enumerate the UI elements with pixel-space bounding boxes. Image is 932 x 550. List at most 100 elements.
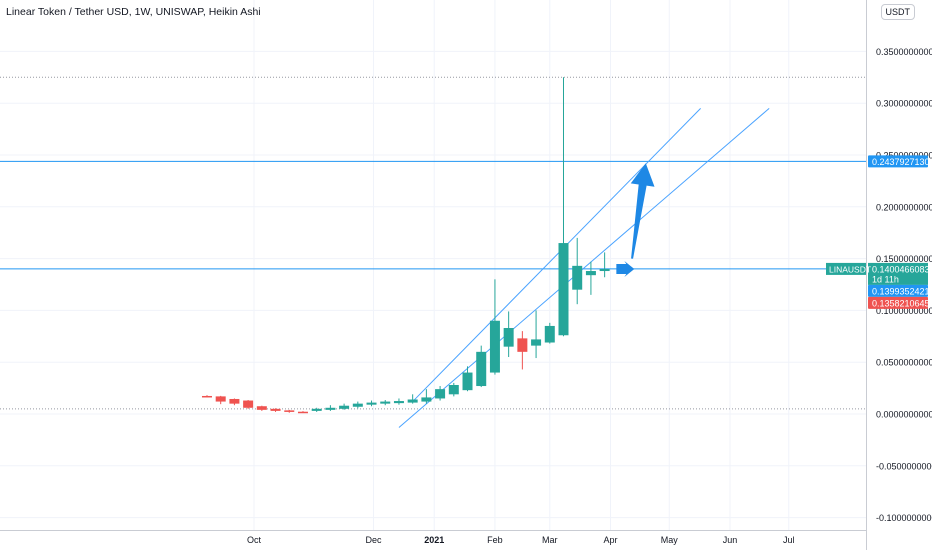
candle-body — [489, 320, 500, 373]
red-price-tag: 0.1358210645 — [868, 296, 930, 309]
price-tick-label: -0.0500000000 — [876, 461, 932, 471]
candle — [229, 398, 240, 406]
candle — [462, 366, 473, 392]
time-tick-label: Jun — [723, 535, 738, 545]
candle — [421, 389, 432, 404]
candle-body — [558, 243, 569, 336]
candle — [517, 331, 528, 370]
time-tick-label: Apr — [604, 535, 618, 545]
candle-body — [325, 407, 336, 410]
candle-body — [215, 396, 226, 402]
candle — [380, 400, 391, 406]
time-tick-label: Feb — [487, 535, 503, 545]
candle — [435, 386, 446, 401]
candle-body — [435, 389, 446, 399]
price-tag-text: 0.1358210645 — [872, 298, 930, 308]
candle — [531, 310, 542, 359]
grid — [0, 0, 866, 530]
price-tag-bg — [868, 296, 928, 309]
candle-body — [462, 372, 473, 391]
candle — [448, 382, 459, 397]
time-axis: Oct Dec 2021 Feb Mar Apr May Jun Jul — [247, 535, 795, 545]
price-tag-text: 0.2437927130 — [872, 157, 930, 167]
candle — [489, 279, 500, 375]
candle — [558, 77, 569, 337]
candle — [476, 345, 487, 388]
candle-body — [229, 398, 240, 404]
time-tick-label: Jul — [783, 535, 795, 545]
candle — [243, 400, 254, 409]
time-tick-label: 2021 — [424, 535, 444, 545]
candle — [256, 405, 267, 411]
candle-body — [531, 339, 542, 346]
price-tag-bg — [868, 262, 928, 285]
candle — [270, 408, 281, 412]
currency-button[interactable]: USDT — [880, 4, 915, 20]
price-tick-label: 0.1000000000 — [876, 306, 932, 316]
candle — [585, 261, 596, 295]
price-tick-label: 0.0000000000 — [876, 410, 932, 420]
time-tick-label: Dec — [365, 535, 382, 545]
candle-body — [339, 405, 350, 409]
candle — [393, 398, 404, 405]
price-tick-label: 0.2000000000 — [876, 202, 932, 212]
candle-body — [297, 411, 308, 414]
time-tick-label: May — [661, 535, 679, 545]
candle — [201, 395, 212, 398]
symbol-tag-text: LINAUSDT — [829, 264, 871, 274]
candle-body — [380, 401, 391, 404]
candle-body — [544, 325, 555, 343]
candle-body — [393, 401, 404, 404]
candle — [325, 405, 336, 411]
channel-upper-line — [412, 108, 701, 402]
candle-body — [572, 265, 583, 290]
candle — [503, 311, 514, 358]
price-tick-label: -0.1000000000 — [876, 513, 932, 523]
candle — [297, 411, 308, 414]
candle-body — [421, 397, 432, 402]
blue-price-tag: 0.1399352421 — [868, 284, 930, 297]
candle — [311, 407, 322, 412]
arrow-right-icon — [616, 260, 635, 277]
candle — [407, 394, 418, 404]
time-tick-label: Mar — [542, 535, 558, 545]
countdown-label: 1d 11h — [872, 274, 899, 284]
candle — [544, 322, 555, 344]
candle-body — [311, 408, 322, 411]
candle-body — [407, 399, 418, 403]
candle-body — [503, 328, 514, 347]
candle-body — [352, 403, 363, 407]
price-tag-bg — [868, 155, 928, 168]
price-tick-label: 0.3500000000 — [876, 47, 932, 57]
price-tick-label: 0.3000000000 — [876, 99, 932, 109]
candle-body — [201, 395, 212, 398]
price-tag-bg — [868, 284, 928, 297]
candle-body — [270, 408, 281, 411]
symbol-tag-bg — [826, 262, 866, 275]
candle-body — [476, 351, 487, 387]
channel-lower-line — [398, 108, 770, 428]
candle — [215, 395, 226, 405]
arrow-up-icon — [630, 163, 655, 259]
candle-body — [366, 402, 377, 405]
candle — [366, 400, 377, 407]
candle — [599, 252, 610, 278]
candles — [201, 77, 610, 414]
candle-body — [256, 406, 267, 410]
candle — [284, 409, 295, 413]
price-tick-label: 0.1500000000 — [876, 254, 932, 264]
candle-body — [448, 384, 459, 395]
candle — [572, 237, 583, 305]
candle — [352, 401, 363, 409]
candle-body — [284, 410, 295, 412]
chart-title: Linear Token / Tether USD, 1W, UNISWAP, … — [6, 6, 261, 18]
price-tick-label: 0.0500000000 — [876, 358, 932, 368]
current-price-value: 0.1400466083 — [872, 264, 930, 274]
candle-body — [243, 400, 254, 408]
candle-body — [517, 338, 528, 352]
price-tag-text: 0.1399352421 — [872, 286, 930, 296]
candle-body — [599, 268, 610, 272]
candle-body — [585, 271, 596, 276]
